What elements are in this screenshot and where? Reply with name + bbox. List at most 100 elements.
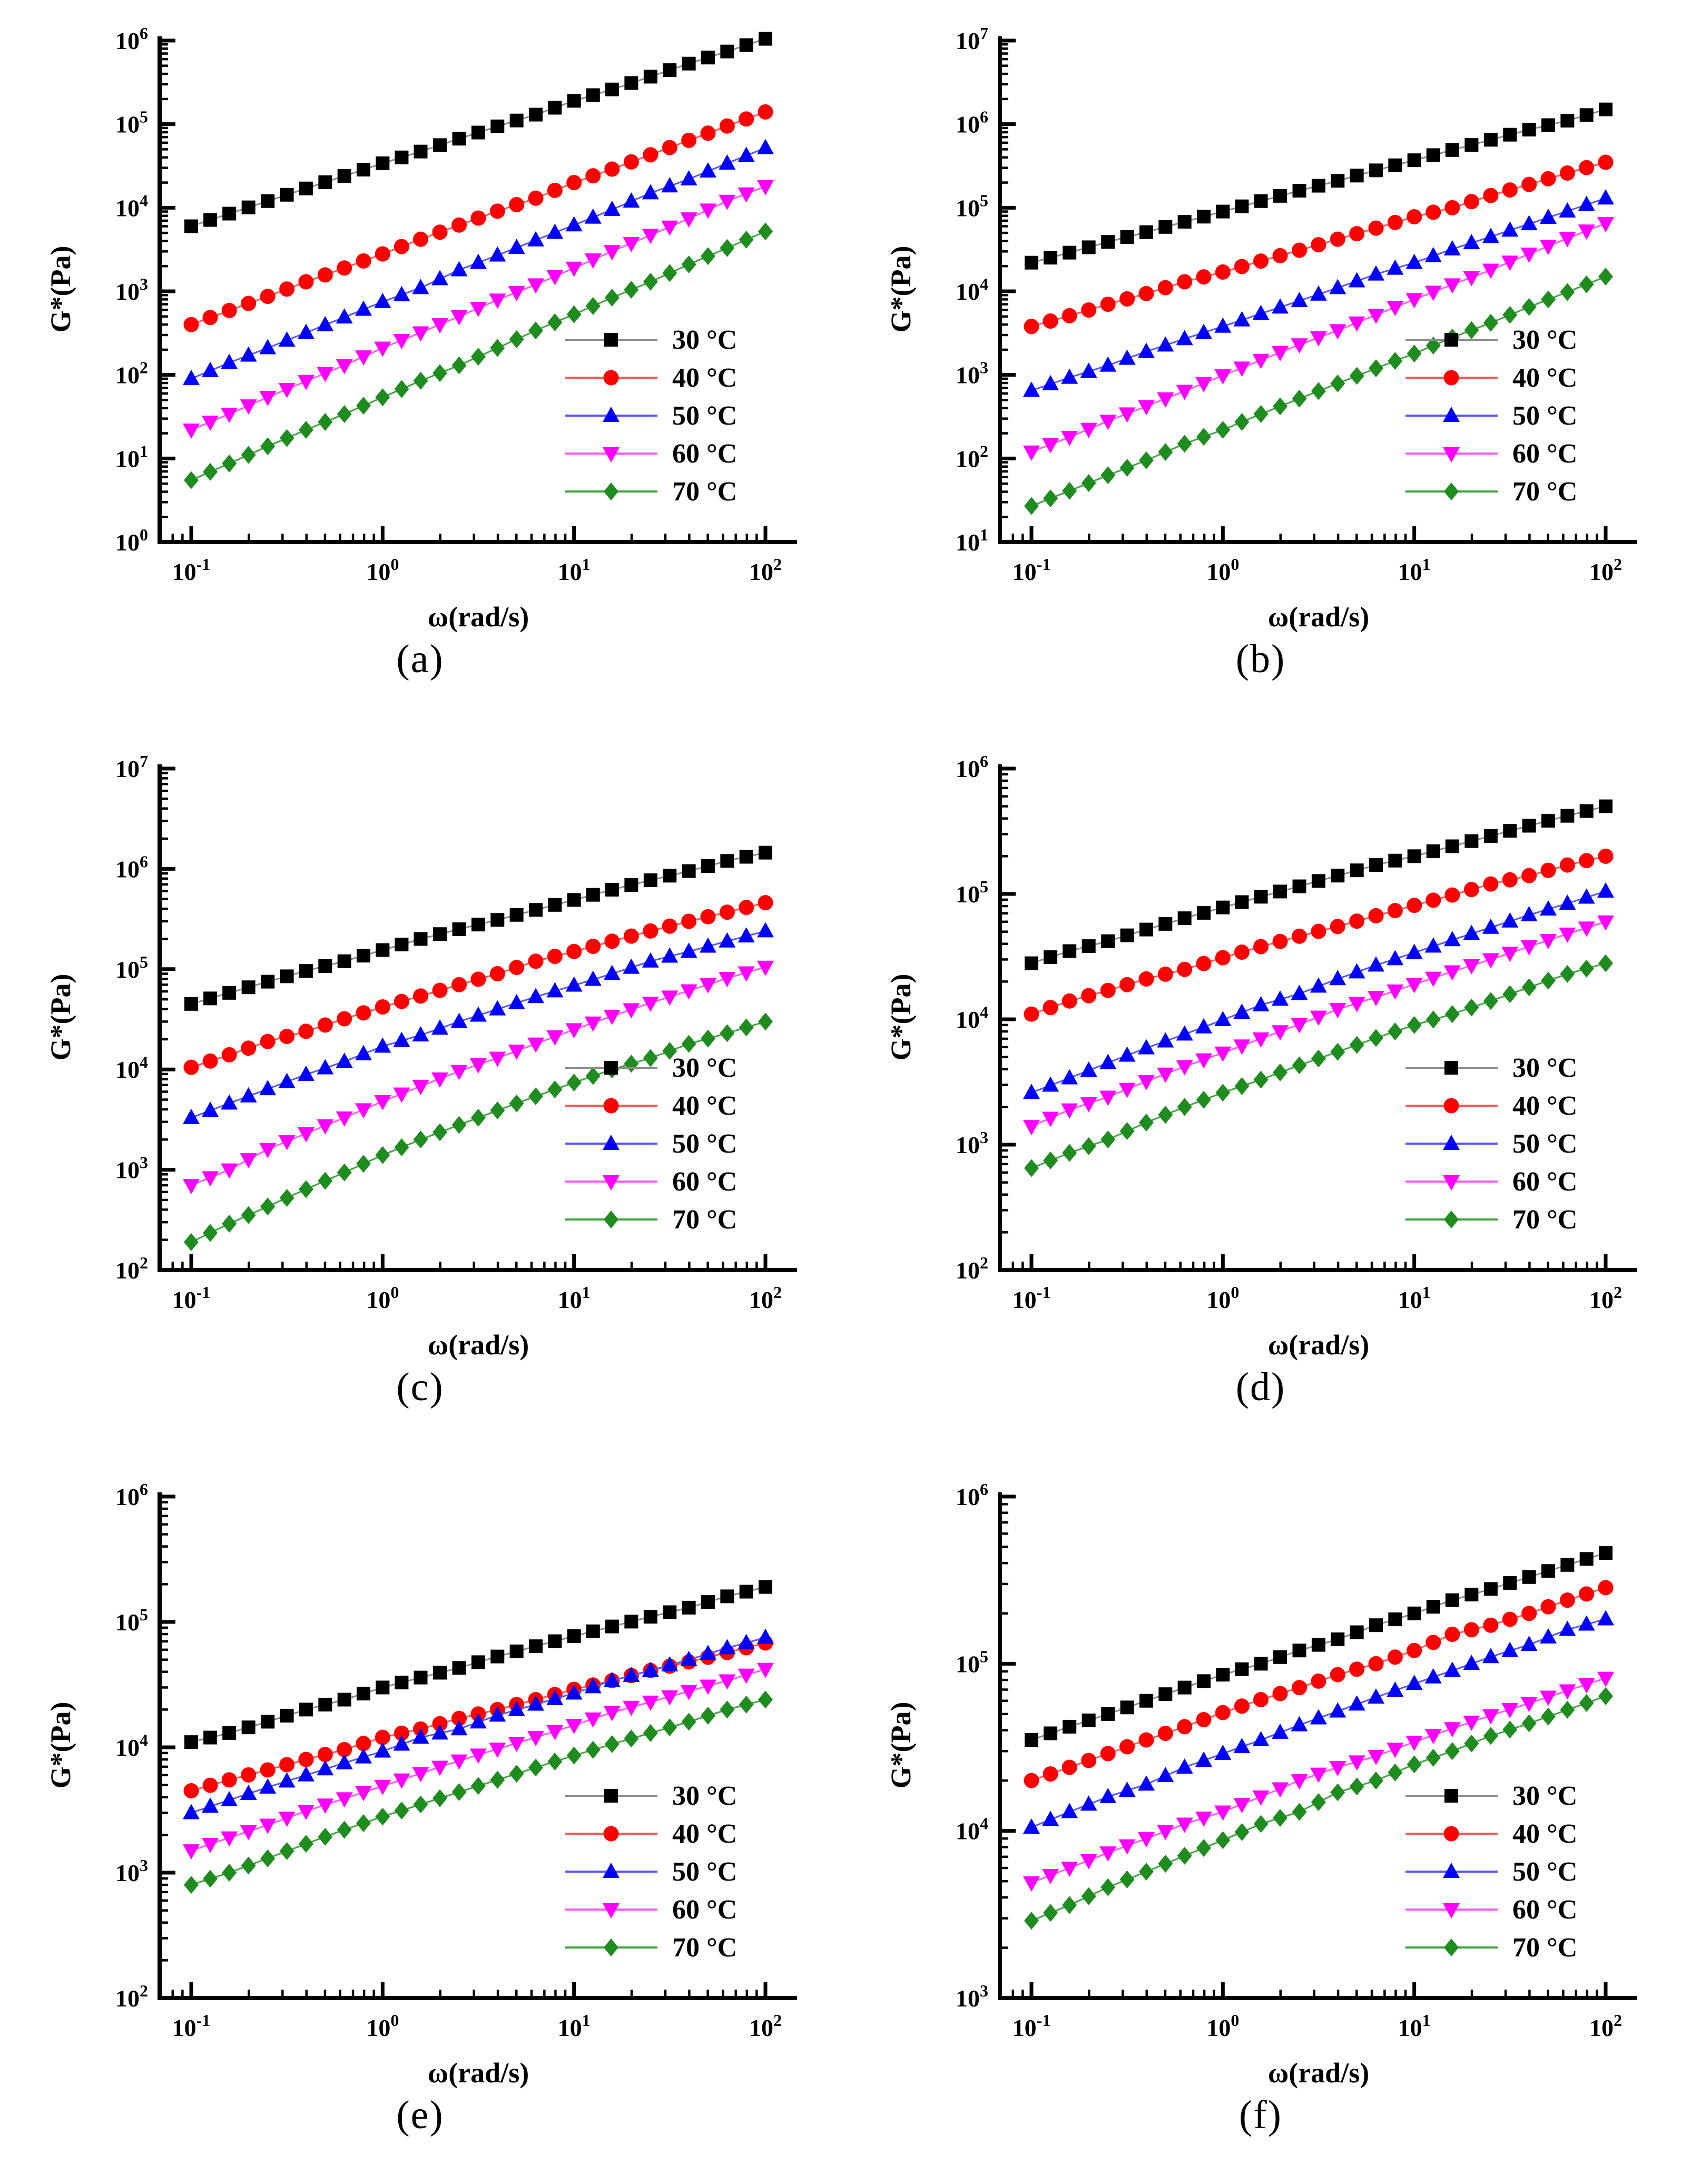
y-axis-label: G*(Pa)	[885, 246, 917, 333]
circle-marker-icon	[260, 1034, 276, 1049]
triangle-up-marker-icon	[1424, 247, 1442, 262]
triangle-down-marker-icon	[584, 1712, 602, 1728]
triangle-down-marker-icon	[336, 359, 353, 375]
square-marker-icon	[280, 969, 294, 983]
circle-marker-icon	[1138, 971, 1154, 987]
triangle-up-marker-icon	[1272, 298, 1289, 314]
triangle-up-marker-icon	[1233, 1003, 1251, 1019]
circle-marker-icon	[279, 281, 294, 297]
triangle-up-marker-icon	[1597, 189, 1614, 205]
diamond-marker-icon	[1196, 1090, 1212, 1109]
triangle-down-marker-icon	[1520, 248, 1538, 263]
diamond-marker-icon	[719, 239, 734, 257]
circle-marker-icon	[1426, 204, 1441, 220]
triangle-up-marker-icon	[680, 170, 697, 186]
triangle-down-marker-icon	[1272, 1782, 1289, 1798]
triangle-down-marker-icon	[1214, 369, 1232, 385]
diamond-marker-icon	[260, 437, 275, 456]
x-axis-label: ω(rad/s)	[1268, 601, 1369, 633]
circle-marker-icon	[1444, 1626, 1460, 1642]
triangle-up-marker-icon	[488, 1706, 506, 1722]
triangle-up-marker-icon	[278, 1073, 296, 1088]
triangle-up-marker-icon	[1559, 202, 1576, 218]
circle-marker-icon	[1443, 1826, 1459, 1842]
diamond-marker-icon	[394, 380, 409, 398]
triangle-up-marker-icon	[220, 1791, 238, 1807]
triangle-up-marker-icon	[1214, 1744, 1232, 1760]
square-marker-icon	[624, 76, 638, 90]
triangle-up-marker-icon	[412, 1026, 429, 1042]
square-marker-icon	[414, 144, 428, 159]
triangle-up-marker-icon	[1137, 1039, 1155, 1055]
tick-label: 100	[366, 1283, 399, 1313]
diamond-marker-icon	[375, 1807, 390, 1826]
square-marker-icon	[260, 1715, 274, 1729]
triangle-down-marker-icon	[1348, 997, 1365, 1012]
circle-marker-icon	[1426, 892, 1441, 908]
tick-label: 105	[956, 191, 988, 221]
diamond-marker-icon	[1311, 1793, 1326, 1812]
legend-label: 30 °C	[1512, 1053, 1577, 1083]
diamond-marker-icon	[1234, 1077, 1250, 1095]
triangle-up-marker-icon	[1329, 970, 1346, 986]
triangle-up-marker-icon	[1405, 253, 1423, 269]
diamond-marker-icon	[643, 1049, 658, 1067]
diamond-marker-icon	[221, 1214, 237, 1233]
triangle-up-marker-icon	[1157, 1032, 1174, 1048]
triangle-up-marker-icon	[603, 200, 621, 216]
diamond-marker-icon	[298, 421, 313, 439]
diamond-marker-icon	[489, 339, 505, 357]
diamond-marker-icon	[1444, 1939, 1459, 1956]
triangle-up-marker-icon	[1539, 208, 1557, 224]
triangle-up-marker-icon	[259, 1080, 276, 1096]
square-marker-icon	[1426, 844, 1440, 858]
square-marker-icon	[471, 918, 485, 932]
triangle-up-marker-icon	[1214, 1011, 1232, 1027]
triangle-up-marker-icon	[508, 993, 525, 1009]
triangle-up-marker-icon	[1501, 221, 1519, 237]
circle-marker-icon	[1502, 872, 1518, 888]
square-marker-icon	[184, 997, 198, 1011]
triangle-up-marker-icon	[355, 1045, 372, 1060]
legend-label: 60 °C	[672, 439, 737, 469]
square-marker-icon	[528, 1639, 543, 1654]
diamond-marker-icon	[375, 1146, 390, 1164]
square-marker-icon	[509, 113, 524, 127]
triangle-up-marker-icon	[392, 1735, 410, 1751]
circle-marker-icon	[1407, 898, 1422, 913]
legend-label: 70 °C	[1512, 1205, 1577, 1235]
triangle-down-marker-icon	[355, 1786, 372, 1802]
triangle-up-marker-icon	[1348, 272, 1365, 288]
tick-label: 106	[115, 24, 148, 54]
triangle-up-marker-icon	[622, 192, 640, 208]
triangle-up-marker-icon	[1099, 1054, 1117, 1069]
triangle-up-marker-icon	[488, 246, 506, 262]
circle-marker-icon	[1407, 209, 1422, 224]
triangle-up-marker-icon	[1233, 1737, 1251, 1753]
diamond-marker-icon	[1330, 1042, 1345, 1061]
triangle-up-marker-icon	[1482, 918, 1499, 934]
y-axis-label: G*(Pa)	[885, 974, 917, 1061]
circle-marker-icon	[1100, 1746, 1116, 1762]
square-marker-icon	[1273, 1650, 1287, 1664]
triangle-up-marker-icon	[546, 982, 563, 998]
diamond-marker-icon	[1444, 483, 1459, 500]
square-marker-icon	[1158, 1687, 1173, 1701]
circle-marker-icon	[681, 132, 696, 148]
circle-marker-icon	[1272, 1686, 1288, 1701]
square-marker-icon	[394, 150, 408, 164]
diamond-marker-icon	[1560, 965, 1575, 983]
triangle-up-marker-icon	[469, 253, 487, 269]
circle-marker-icon	[1387, 903, 1403, 919]
square-marker-icon	[1063, 944, 1077, 958]
circle-marker-icon	[1444, 200, 1460, 215]
circle-marker-icon	[1311, 237, 1326, 253]
triangle-down-marker-icon	[1482, 953, 1499, 969]
diamond-marker-icon	[1483, 1727, 1498, 1745]
triangle-down-marker-icon	[508, 1737, 525, 1753]
triangle-up-marker-icon	[1061, 1069, 1078, 1085]
diamond-marker-icon	[1292, 1803, 1307, 1821]
circle-marker-icon	[1559, 165, 1575, 181]
circle-marker-icon	[1024, 319, 1039, 335]
diamond-marker-icon	[1444, 1005, 1460, 1024]
